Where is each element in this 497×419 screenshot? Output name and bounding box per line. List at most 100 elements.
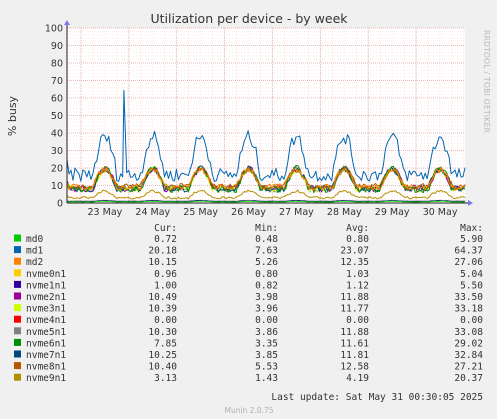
legend-header-avg: Avg:: [346, 223, 369, 234]
legend-cur-value: 10.49: [148, 292, 177, 303]
legend-cur-value: 0.00: [154, 315, 177, 326]
legend-swatch: [14, 327, 21, 335]
legend-min-value: 3.85: [255, 350, 278, 361]
legend-swatch: [14, 362, 21, 370]
legend-avg-value: 0.80: [346, 234, 369, 245]
y-tick-label: 10: [51, 181, 63, 192]
legend-row-nvme9n1: nvme9n1 3.13 1.43 4.19 20.37: [14, 373, 483, 384]
series-line-nvme9n1: [66, 189, 466, 200]
legend-avg-value: 11.77: [340, 304, 369, 315]
legend-avg-value: 1.03: [346, 269, 369, 280]
legend-cur-value: 20.18: [148, 246, 177, 257]
y-tick-label: 90: [51, 41, 63, 52]
legend-series-name: md0: [26, 234, 43, 245]
y-tick-label: 50: [51, 111, 63, 122]
legend-swatch: [14, 280, 21, 288]
legend-min-value: 7.63: [255, 246, 278, 257]
y-tick-label: 30: [51, 146, 63, 157]
legend-cur-value: 10.15: [148, 257, 177, 268]
x-tick-label: 29 May: [375, 207, 410, 218]
x-tick-label: 27 May: [279, 207, 314, 218]
legend-row-nvme1n1: nvme1n1 1.00 0.82 1.12 5.50: [14, 280, 483, 291]
legend-series-name: nvme1n1: [26, 280, 66, 291]
legend-avg-value: 1.12: [346, 280, 369, 291]
legend-row-nvme8n1: nvme8n1 10.40 5.53 12.58 27.21: [14, 362, 483, 373]
legend-min-value: 5.26: [255, 257, 278, 268]
legend-cur-value: 10.30: [148, 327, 177, 338]
y-tick-label: 80: [51, 59, 63, 70]
y-tick-label: 60: [51, 94, 63, 105]
legend-max-value: 0.00: [460, 315, 483, 326]
y-tick-label: 0: [57, 199, 63, 210]
series-line-md2: [66, 166, 466, 191]
legend-row-md0: md0 0.72 0.48 0.80 5.90: [14, 234, 483, 245]
legend-avg-value: 12.58: [340, 362, 369, 373]
legend-cur-value: 1.00: [154, 280, 177, 291]
legend-cur-value: 10.25: [148, 350, 177, 361]
x-tick-label: 30 May: [423, 207, 458, 218]
chart-title: Utilization per device - by week: [150, 11, 348, 26]
x-tick-label: 26 May: [231, 207, 266, 218]
x-tick-label: 25 May: [183, 207, 218, 218]
y-axis-label: % busy: [6, 95, 19, 136]
legend-swatch: [14, 350, 21, 358]
legend-min-value: 0.82: [255, 280, 278, 291]
legend-cur-value: 10.39: [148, 304, 177, 315]
legend-row-nvme2n1: nvme2n1 10.49 3.98 11.88 33.50: [14, 292, 483, 303]
legend-max-value: 5.90: [460, 234, 483, 245]
legend: Cur: Min: Avg: Max: md0 0.72 0.48 0.80 5.90m…: [14, 223, 483, 384]
legend-max-value: 64.37: [454, 246, 483, 257]
legend-cur-value: 10.40: [148, 362, 177, 373]
y-tick-label: 70: [51, 76, 63, 87]
legend-swatch: [14, 257, 21, 265]
legend-min-value: 5.53: [255, 362, 278, 373]
legend-max-value: 33.08: [454, 327, 483, 338]
legend-row-nvme6n1: nvme6n1 7.85 3.35 11.61 29.02: [14, 338, 483, 349]
x-tick-label: 23 May: [88, 207, 123, 218]
legend-max-value: 5.50: [460, 280, 483, 291]
legend-avg-value: 11.88: [340, 292, 369, 303]
legend-max-value: 32.84: [454, 350, 483, 361]
x-axis-arrow-icon: [468, 200, 473, 206]
legend-swatch: [14, 292, 21, 300]
legend-max-value: 5.04: [460, 269, 483, 280]
legend-row-nvme5n1: nvme5n1 10.30 3.86 11.88 33.08: [14, 327, 483, 338]
legend-cur-value: 7.85: [154, 338, 177, 349]
legend-avg-value: 12.35: [340, 257, 369, 268]
legend-min-value: 3.98: [255, 292, 278, 303]
legend-avg-value: 11.61: [340, 338, 369, 349]
legend-series-name: nvme2n1: [26, 292, 66, 303]
y-tick-label: 40: [51, 129, 63, 140]
legend-series-name: nvme7n1: [26, 350, 66, 361]
legend-series-name: md1: [26, 246, 43, 257]
legend-swatch: [14, 246, 21, 254]
x-tick-label: 28 May: [327, 207, 362, 218]
legend-series-name: md2: [26, 257, 43, 268]
legend-swatch: [14, 304, 21, 312]
legend-max-value: 33.50: [454, 292, 483, 303]
legend-max-value: 29.02: [454, 338, 483, 349]
legend-series-name: nvme0n1: [26, 269, 66, 280]
legend-row-md1: md1 20.18 7.63 23.07 64.37: [14, 246, 483, 257]
munin-version: Munin 2.0.75: [224, 406, 273, 415]
legend-row-nvme3n1: nvme3n1 10.39 3.96 11.77 33.18: [14, 304, 483, 315]
legend-series-name: nvme9n1: [26, 373, 66, 384]
legend-swatch: [14, 269, 21, 277]
legend-row-nvme7n1: nvme7n1 10.25 3.85 11.81 32.84: [14, 350, 483, 361]
legend-min-value: 1.43: [255, 373, 278, 384]
legend-avg-value: 0.00: [346, 315, 369, 326]
legend-min-value: 0.00: [255, 315, 278, 326]
y-axis-arrow-icon: [64, 20, 70, 25]
series-lines: [66, 89, 466, 204]
legend-swatch: [14, 373, 21, 381]
legend-max-value: 27.06: [454, 257, 483, 268]
legend-max-value: 20.37: [454, 373, 483, 384]
legend-cur-value: 0.96: [154, 269, 177, 280]
legend-series-name: nvme6n1: [26, 338, 66, 349]
y-axis-ticks: 0 10 20 30 40 50 60 70 80 90 100: [45, 24, 63, 210]
legend-series-name: nvme8n1: [26, 362, 66, 373]
axes: [64, 20, 473, 206]
legend-min-value: 3.96: [255, 304, 278, 315]
legend-cur-value: 3.13: [154, 373, 177, 384]
